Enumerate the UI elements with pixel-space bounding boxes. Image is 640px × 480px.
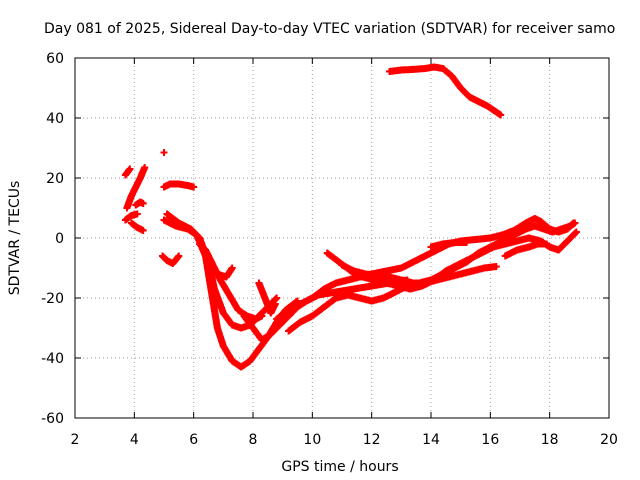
y-tick-label: -60 [41,411,64,427]
y-tick-label: 40 [46,111,64,127]
y-tick-label: 60 [46,51,64,67]
series-track-19 [427,239,471,251]
series-markers [427,239,471,251]
series-track-18 [338,261,500,287]
series-markers [160,149,168,156]
series-track-2 [123,164,149,212]
series-track-4 [121,210,141,224]
series-track-13 [255,279,279,317]
y-tick-label: 20 [46,171,64,187]
x-tick-label: 2 [71,432,80,448]
series-markers [273,215,577,323]
series-track-21 [386,63,505,119]
series-markers [501,240,551,260]
x-tick-label: 6 [189,432,198,448]
y-axis-label: SDTVAR / TECUs [7,181,23,296]
y-tick-label: -40 [41,351,64,367]
series-markers [160,180,198,191]
series-markers [386,63,505,119]
y-tick-label: 0 [55,231,64,247]
series-markers [121,165,134,179]
series-markers [213,264,236,281]
series-markers [127,219,147,234]
series-track-15 [273,215,577,323]
series-markers [255,279,279,317]
x-tick-label: 18 [541,432,559,448]
x-tick-label: 4 [130,432,139,448]
x-tick-label: 14 [422,432,440,448]
series-markers [338,261,500,287]
y-tick-label: -20 [41,291,64,307]
x-tick-label: 10 [303,432,321,448]
series-markers [132,198,147,209]
data-series [121,63,580,371]
series-track-5 [127,219,147,234]
x-tick-label: 16 [481,432,499,448]
series-track-1 [121,165,134,179]
x-tick-label: 8 [249,432,258,448]
series-track-7 [160,180,198,191]
series-track-12 [213,264,236,281]
series-track-6 [160,149,168,156]
series-track-3 [132,198,147,209]
series-markers [159,252,183,267]
x-tick-label: 20 [600,432,618,448]
x-tick-label: 12 [363,432,381,448]
series-markers [121,210,141,224]
series-track-20 [501,240,551,260]
x-axis-label: GPS time / hours [281,459,398,475]
axis-ticks: 2 4 6 8 10 12 14 16 18 20 -60 -40 -20 0 20 40 60 [41,51,618,448]
chart-title: Day 081 of 2025, Sidereal Day-to-day VTE… [44,21,615,37]
series-track-8 [159,252,183,267]
series-markers [123,164,149,212]
